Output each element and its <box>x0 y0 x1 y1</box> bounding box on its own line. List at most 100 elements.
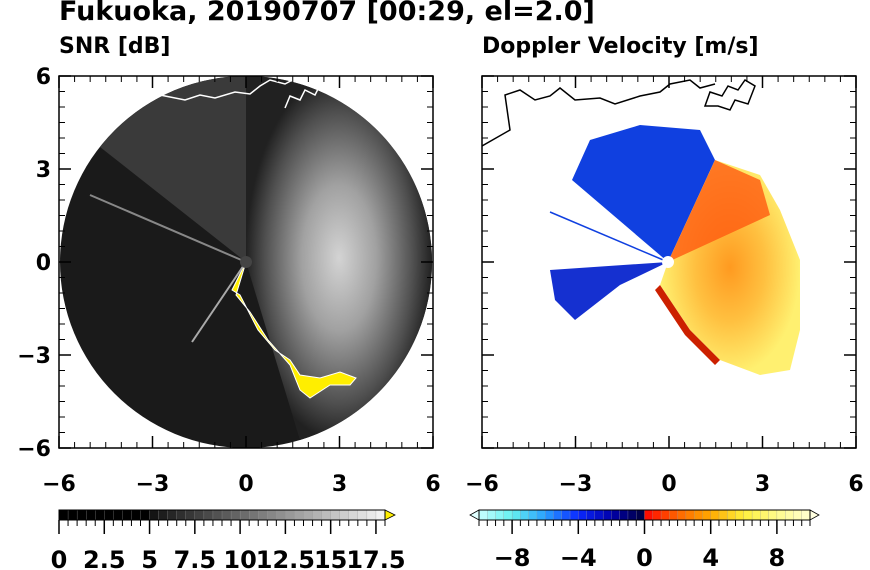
colorbar-bin <box>735 509 745 521</box>
colorbar-tick-label: 10 <box>223 546 256 570</box>
colorbar-bin <box>104 509 114 521</box>
colorbar-bin <box>122 509 132 521</box>
snr-over-range-echo <box>231 261 357 399</box>
doppler-receding-sector <box>668 160 770 262</box>
colorbar-bin <box>285 509 295 521</box>
colorbar-extend-max <box>809 509 820 521</box>
colorbar-bin <box>561 509 571 521</box>
colorbar-tick-label: 12.5 <box>256 546 315 570</box>
colorbar-bin <box>167 509 178 521</box>
colorbar-bin <box>578 509 588 521</box>
x-tick-label: 0 <box>661 472 676 497</box>
colorbar-bin <box>267 509 277 521</box>
colorbar-bin <box>239 509 250 521</box>
colorbar-bin <box>569 509 579 521</box>
colorbar-bin <box>694 509 703 521</box>
x-tick-label: 3 <box>332 472 347 497</box>
y-tick-label: 6 <box>36 65 51 90</box>
x-tick-label: 6 <box>425 472 440 497</box>
colorbar-bin <box>619 509 629 521</box>
colorbar-bin <box>677 509 687 521</box>
colorbar-extend-min <box>469 509 480 521</box>
colorbar-bin <box>545 509 554 521</box>
colorbar-tick-label: 4 <box>702 544 719 570</box>
figure-title: Fukuoka, 20190707 [00:29, el=2.0] <box>59 0 595 27</box>
colorbar-bin <box>785 509 794 521</box>
colorbar-bin <box>586 509 596 521</box>
colorbar-bin <box>710 509 720 521</box>
colorbar-bin <box>644 509 654 521</box>
colorbar-bin <box>113 509 123 521</box>
y-tick-label: 3 <box>36 158 51 183</box>
colorbar-bin <box>487 509 496 521</box>
colorbar-bin <box>321 509 332 521</box>
colorbar-bin <box>627 509 637 521</box>
colorbar-bin <box>602 509 612 521</box>
colorbar-bin <box>185 509 196 521</box>
y-tick-label: −6 <box>17 437 51 462</box>
doppler-subtitle: Doppler Velocity [m/s] <box>482 34 759 59</box>
colorbar-bin <box>303 509 314 521</box>
coastline <box>284 83 331 109</box>
colorbar-bin <box>212 509 223 521</box>
doppler-edge <box>655 285 720 365</box>
colorbar-bin <box>348 509 359 521</box>
colorbar-bin <box>203 509 214 521</box>
colorbar-bin <box>727 509 736 521</box>
colorbar-tick-label: 5 <box>141 546 158 570</box>
colorbar-bin <box>718 509 728 521</box>
colorbar-tick-label: −8 <box>494 544 531 570</box>
snr-noise-sector <box>100 76 246 262</box>
colorbar-bin <box>158 509 169 521</box>
colorbar-bin <box>652 509 662 521</box>
snr-echo-sector <box>246 76 433 440</box>
colorbar-tick-label: 0 <box>636 544 653 570</box>
colorbar-bin <box>478 509 488 521</box>
colorbar-bin <box>660 509 670 521</box>
colorbar-bin <box>669 509 679 521</box>
coastline <box>703 78 756 111</box>
colorbar-tick-label: 7.5 <box>174 546 217 570</box>
colorbar-extend-max <box>384 509 396 521</box>
colorbar-bin <box>776 509 786 521</box>
snr-subtitle: SNR [dB] <box>59 34 171 59</box>
colorbar-bin <box>366 509 377 521</box>
x-tick-label: 0 <box>238 472 253 497</box>
colorbar-bin <box>768 509 778 521</box>
x-tick-label: −6 <box>42 472 76 497</box>
colorbar-bin <box>258 509 268 521</box>
colorbar-tick-label: 17.5 <box>346 546 405 570</box>
colorbar-bin <box>95 509 105 521</box>
coastline <box>482 79 716 147</box>
colorbar-bin <box>221 509 232 521</box>
colorbar-bin <box>230 509 241 521</box>
colorbar-tick-label: 8 <box>769 544 786 570</box>
colorbar-bin <box>495 509 505 521</box>
y-tick-label: 0 <box>36 251 51 276</box>
colorbar-bin <box>511 509 521 521</box>
x-tick-label: −3 <box>136 472 170 497</box>
colorbar-bin <box>503 509 513 521</box>
colorbar-bin <box>685 509 695 521</box>
colorbar-bin <box>76 509 87 521</box>
colorbar-bin <box>357 509 368 521</box>
colorbar-bin <box>520 509 530 521</box>
colorbar-bin <box>528 509 538 521</box>
colorbar-bin <box>702 509 712 521</box>
colorbar-tick-label: 0 <box>51 546 68 570</box>
colorbar-bin <box>751 509 761 521</box>
colorbar-bin <box>743 509 753 521</box>
colorbar-bin <box>793 509 803 521</box>
colorbar-bin <box>312 509 323 521</box>
colorbar-bin <box>594 509 604 521</box>
colorbar-bin <box>636 509 645 521</box>
radar-site-marker <box>662 256 674 268</box>
x-tick-label: 3 <box>755 472 770 497</box>
colorbar-bin <box>276 509 286 521</box>
colorbar-tick-label: 15 <box>314 546 347 570</box>
colorbar-bin <box>330 509 341 521</box>
doppler-spoke <box>549 211 669 263</box>
colorbar-bin <box>801 509 811 521</box>
colorbar-bin <box>611 509 621 521</box>
